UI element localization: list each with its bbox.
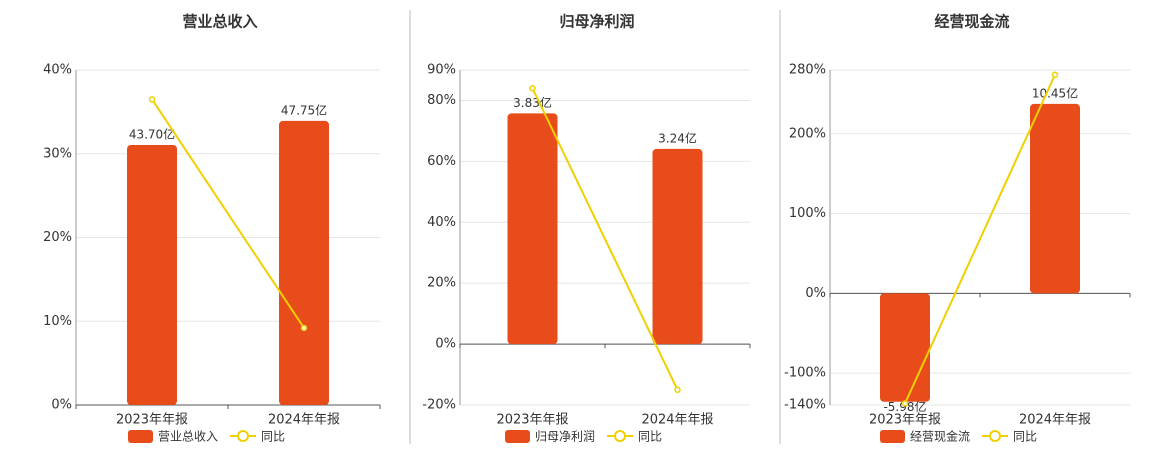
y-tick-label: 60% <box>427 154 456 169</box>
line-point <box>148 96 156 103</box>
legend-label: 经营现金流 <box>910 429 970 444</box>
line-point <box>300 324 308 332</box>
bar <box>127 144 177 405</box>
data-label: 47.75亿 <box>281 102 327 117</box>
x-tick-label: 2024年年报 <box>268 413 340 428</box>
y-tick-label: 200% <box>789 126 826 141</box>
line-point <box>901 400 909 407</box>
legend-swatch <box>880 430 905 443</box>
y-tick-label: 0% <box>435 337 456 352</box>
y-tick-label: -100% <box>784 366 826 381</box>
line <box>151 98 305 329</box>
bar <box>279 120 329 405</box>
x-tick-label: 2024年年报 <box>1019 413 1091 428</box>
legend-label: 同比 <box>261 430 285 444</box>
chart-title: 归母净利润 <box>559 13 634 31</box>
chart-title: 营业总收入 <box>182 13 257 31</box>
x-tick-label: 2024年年报 <box>641 413 713 428</box>
line <box>531 87 679 391</box>
y-tick-label: 0% <box>51 398 72 413</box>
y-tick-label: 40% <box>427 215 456 230</box>
y-tick-label: 20% <box>43 230 72 245</box>
data-label: -5.98亿 <box>883 399 926 414</box>
y-tick-label: -140% <box>784 398 826 413</box>
y-tick-label: 30% <box>43 146 72 161</box>
legend-label: 营业总收入 <box>158 430 218 444</box>
line <box>904 74 1056 404</box>
bar <box>1030 103 1080 294</box>
data-label: 3.83亿 <box>513 95 552 110</box>
x-tick-label: 2023年年报 <box>116 413 188 428</box>
data-label: 10.45亿 <box>1032 85 1078 100</box>
y-tick-label: 100% <box>789 206 826 221</box>
legend-marker <box>989 430 1002 442</box>
y-tick-label: 80% <box>427 93 456 108</box>
y-tick-label: 40% <box>43 63 72 78</box>
bar <box>652 148 703 345</box>
legend-label: 归母净利润 <box>535 430 595 444</box>
data-label: 3.24亿 <box>658 130 697 145</box>
x-tick-label: 2023年年报 <box>869 413 941 428</box>
y-tick-label: 20% <box>427 276 456 291</box>
line-point <box>1051 71 1059 79</box>
x-tick-label: 2023年年报 <box>496 413 568 428</box>
chart-title: 经营现金流 <box>934 13 1009 31</box>
legend-marker <box>237 430 250 442</box>
legend-label: 同比 <box>1013 430 1037 444</box>
bar <box>507 113 558 345</box>
bar <box>880 293 930 402</box>
y-tick-label: -20% <box>422 398 456 413</box>
legend-swatch <box>128 430 153 443</box>
legend-label: 同比 <box>638 430 662 444</box>
line-point <box>529 85 536 92</box>
line-point <box>674 386 681 394</box>
y-tick-label: 0% <box>805 286 826 301</box>
y-tick-label: 280% <box>789 63 826 78</box>
legend-swatch <box>505 430 530 443</box>
y-tick-label: 10% <box>43 314 72 329</box>
legend-marker <box>614 430 627 442</box>
data-label: 43.70亿 <box>129 126 175 141</box>
y-tick-label: 90% <box>427 63 456 78</box>
